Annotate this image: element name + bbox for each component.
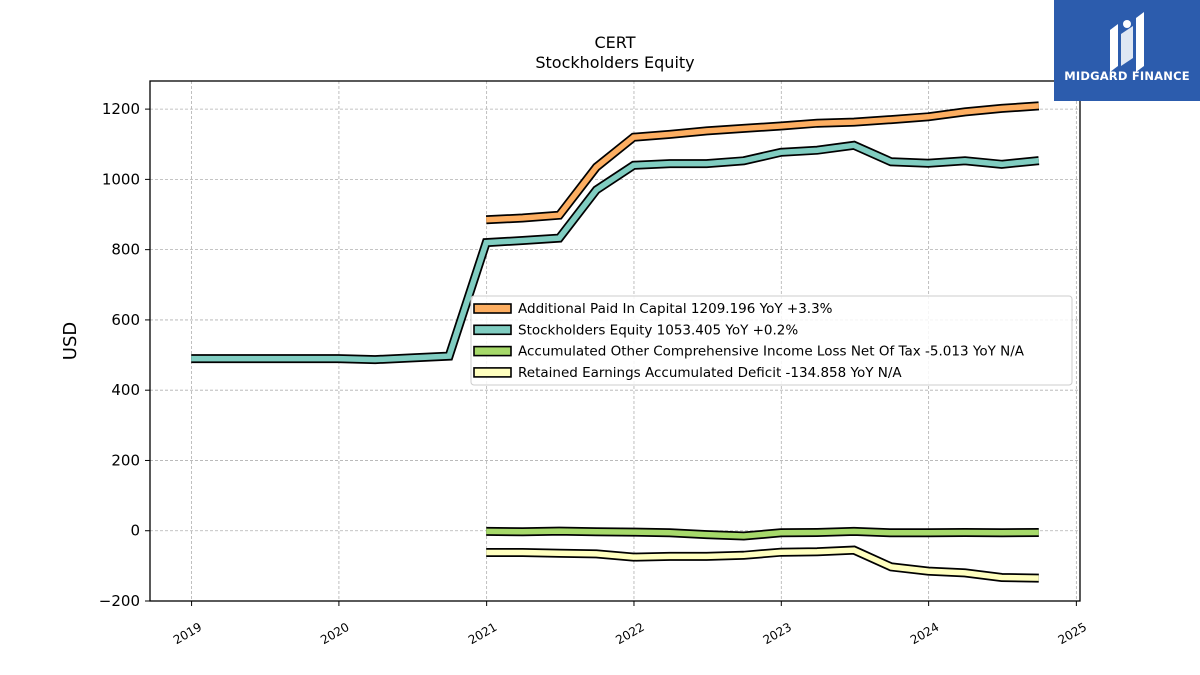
x-tick-label: 2021	[466, 620, 499, 647]
y-tick-label: 600	[111, 311, 140, 329]
legend-label: Retained Earnings Accumulated Deficit -1…	[518, 365, 902, 381]
legend-label: Accumulated Other Comprehensive Income L…	[518, 344, 1025, 360]
legend-swatch	[473, 324, 512, 336]
series-line	[486, 547, 1039, 581]
legend-swatch	[473, 303, 512, 314]
x-tick-label: 2025	[1056, 620, 1089, 647]
legend-box	[470, 295, 1073, 386]
series-line	[486, 528, 1039, 539]
legend-swatch	[473, 367, 512, 378]
legend-label: Additional Paid In Capital 1209.196 YoY …	[518, 301, 833, 317]
y-tick-label: 800	[111, 241, 140, 259]
y-tick-label: 400	[111, 381, 140, 399]
legend: Additional Paid In Capital 1209.196 YoY …	[470, 295, 1073, 386]
y-axis-label: USD	[60, 322, 81, 360]
series-line	[486, 103, 1039, 223]
legend-label: Stockholders Equity 1053.405 YoY +0.2%	[518, 322, 798, 338]
brand-logo: MIDGARD FINANCE	[1054, 0, 1200, 101]
x-tick-label: 2019	[171, 620, 204, 647]
y-tick-label: 1000	[102, 170, 140, 188]
x-tick-label: 2020	[318, 620, 351, 647]
legend-swatch	[473, 345, 512, 357]
x-tick-label: 2022	[613, 620, 646, 647]
plot-frame	[149, 80, 1081, 602]
series-line	[191, 142, 1040, 363]
logo-text: MIDGARD FINANCE	[1064, 69, 1190, 83]
y-tick-label: −200	[99, 592, 140, 610]
x-tick-label: 2024	[908, 620, 941, 647]
chart-title: CERT	[594, 33, 635, 52]
y-tick-label: 1200	[102, 100, 140, 118]
y-tick-label: 0	[130, 522, 140, 540]
series-lines	[191, 101, 1040, 583]
y-tick-label: 200	[111, 451, 140, 469]
x-tick-label: 2023	[761, 620, 794, 647]
chart-subtitle: Stockholders Equity	[535, 53, 694, 72]
logo-mark-icon	[1110, 12, 1144, 72]
